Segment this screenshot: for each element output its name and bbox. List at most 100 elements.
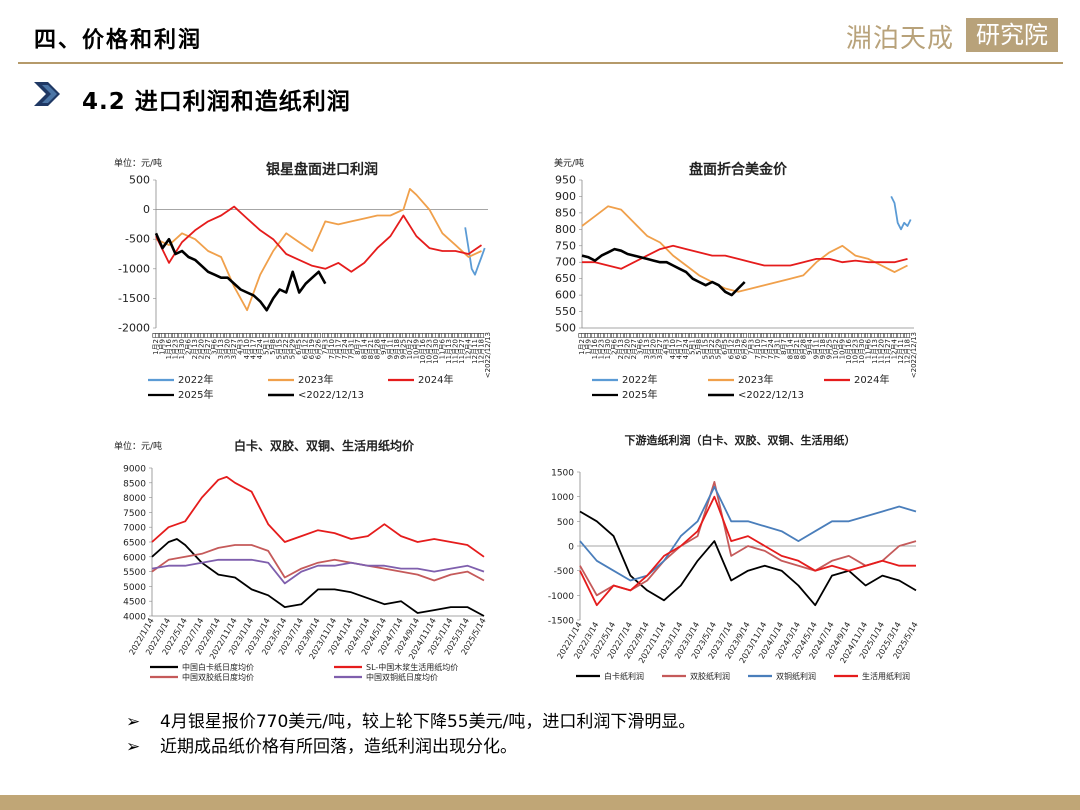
y-tick-label: 750 bbox=[555, 239, 576, 252]
series-line bbox=[464, 227, 486, 276]
x-tick-label: 7月3日 bbox=[321, 332, 329, 355]
x-tick-label: 3月13日 bbox=[217, 332, 225, 359]
x-tick-label: 3月27日 bbox=[656, 332, 664, 359]
x-tick-label: 4月10日 bbox=[243, 332, 251, 359]
x-tick-label: 3月27日 bbox=[230, 332, 238, 359]
legend-label: 中国双铜纸日度均价 bbox=[366, 672, 438, 682]
series-line bbox=[579, 485, 917, 582]
x-tick-label: 6月12日 bbox=[728, 332, 736, 359]
x-tick-label: 8月14日 bbox=[786, 332, 794, 359]
header-divider bbox=[18, 62, 1063, 64]
legend-label: <2022/12/13 bbox=[298, 390, 364, 401]
series-line bbox=[151, 558, 485, 585]
x-tick-label: 1月2日 bbox=[578, 332, 586, 355]
x-tick-label: 1月23日 bbox=[598, 332, 606, 359]
series-line bbox=[154, 232, 327, 312]
x-tick-label: 9月4日 bbox=[806, 332, 814, 355]
chevron-right-icon bbox=[34, 82, 60, 106]
legend-label: 2022年 bbox=[622, 373, 657, 386]
x-tick-label: 1月2日 bbox=[152, 332, 160, 355]
x-tick-label: 7月10日 bbox=[754, 332, 762, 359]
legend-label: 白卡纸利润 bbox=[604, 671, 644, 681]
x-tick-label: 3月20日 bbox=[650, 332, 658, 359]
y-tick-label: 6000 bbox=[123, 553, 146, 563]
y-tick-label: 700 bbox=[555, 256, 576, 269]
y-tick-label: 0 bbox=[143, 203, 150, 216]
series-line bbox=[582, 244, 908, 270]
legend-label: 双铜纸利润 bbox=[776, 671, 816, 681]
x-tick-label: 10月16日 bbox=[845, 332, 853, 364]
x-tick-label: 5月29日 bbox=[715, 332, 723, 359]
bullet-item: ➢ 近期成品纸价格有所回落，造纸利润出现分化。 bbox=[126, 735, 695, 760]
x-tick-label: 3月13日 bbox=[643, 332, 651, 359]
y-tick-label: 6500 bbox=[123, 539, 146, 549]
x-tick-label: 5月22日 bbox=[708, 332, 716, 359]
x-tick-label: 5月15日 bbox=[276, 332, 284, 359]
subsection-title: 4.2 进口利润和造纸利润 bbox=[82, 89, 351, 115]
x-tick-label: <2022/12/13 bbox=[910, 332, 918, 378]
y-tick-label: -1500 bbox=[118, 292, 150, 305]
x-tick-label: 6月26日 bbox=[315, 332, 323, 359]
x-tick-label: 11月20日 bbox=[451, 332, 459, 364]
x-tick-label: 11月6日 bbox=[438, 332, 446, 359]
x-tick-label: 7月24日 bbox=[767, 332, 775, 359]
series-line bbox=[581, 247, 746, 297]
y-tick-label: -1000 bbox=[548, 592, 574, 602]
section-title: 四、价格和利润 bbox=[34, 28, 203, 53]
x-tick-label: 3月6日 bbox=[637, 332, 645, 355]
y-tick-label: -2000 bbox=[118, 322, 150, 335]
brand-logo: 淵泊天成 研究院 bbox=[846, 16, 1058, 56]
x-tick-label: 8月7日 bbox=[780, 332, 788, 355]
x-tick-label: 10月9日 bbox=[838, 332, 846, 359]
x-tick-label: 4月17日 bbox=[250, 332, 258, 359]
x-tick-label: 5月1日 bbox=[689, 332, 697, 355]
y-tick-label: -1000 bbox=[118, 262, 150, 275]
y-tick-label: 650 bbox=[555, 272, 576, 285]
x-tick-label: 12月18日 bbox=[477, 332, 485, 364]
chart-import-profit: 银星盘面进口利润 单位：元/吨 500 0 -500 -1000 -1500 -2000 1月2… bbox=[108, 148, 508, 408]
x-tick-label: 11月6日 bbox=[864, 332, 872, 359]
x-tick-label: 6月26日 bbox=[741, 332, 749, 359]
x-tick-label: 7月24日 bbox=[341, 332, 349, 359]
legend-label: 2024年 bbox=[418, 373, 453, 386]
x-tick-label: 5月8日 bbox=[695, 332, 703, 355]
x-tick-label: 9月25日 bbox=[399, 332, 407, 359]
x-tick-label: 8月28日 bbox=[799, 332, 807, 359]
y-tick-label: 5000 bbox=[123, 583, 146, 593]
x-tick-label: 10月23日 bbox=[425, 332, 433, 364]
y-tick-label: 8000 bbox=[123, 494, 146, 504]
y-tick-label: 850 bbox=[555, 206, 576, 219]
y-tick-label: 500 bbox=[557, 518, 574, 528]
x-tick-label: 7月17日 bbox=[334, 332, 342, 359]
legend-label: 2025年 bbox=[178, 388, 213, 401]
x-tick-label: 11月13日 bbox=[871, 332, 879, 364]
x-tick-label: 10月2日 bbox=[406, 332, 414, 359]
x-tick-label: <2022/12/13 bbox=[484, 332, 492, 378]
legend-label: 2024年 bbox=[854, 373, 889, 386]
series-line bbox=[890, 195, 912, 231]
footer-bar bbox=[0, 795, 1080, 810]
y-tick-label: 1000 bbox=[551, 493, 574, 503]
y-tick-label: 600 bbox=[555, 289, 576, 302]
series-line bbox=[151, 476, 485, 558]
x-tick-label: 7月17日 bbox=[760, 332, 768, 359]
x-tick-label: 10月16日 bbox=[419, 332, 427, 364]
bullet-arrow-icon: ➢ bbox=[126, 737, 141, 757]
x-tick-label: 7月10日 bbox=[328, 332, 336, 359]
y-tick-label: 5500 bbox=[123, 568, 146, 578]
x-tick-label: 12月4日 bbox=[464, 332, 472, 359]
x-tick-label: 11月27日 bbox=[458, 332, 466, 364]
y-tick-label: -1500 bbox=[548, 617, 574, 627]
x-tick-label: 10月30日 bbox=[858, 332, 866, 364]
x-tick-label: 8月14日 bbox=[360, 332, 368, 359]
legend-label: 中国双胶纸日度均价 bbox=[182, 672, 254, 682]
y-tick-label: 800 bbox=[555, 223, 576, 236]
x-tick-label: 1月23日 bbox=[172, 332, 180, 359]
x-tick-label: 1月9日 bbox=[159, 332, 167, 355]
x-tick-label: 5月1日 bbox=[263, 332, 271, 355]
x-tick-label: 6月12日 bbox=[302, 332, 310, 359]
bullet-text: 4月银星报价770美元/吨，较上轮下降55美元/吨，进口利润下滑明显。 bbox=[160, 712, 696, 732]
x-tick-label: 1月30日 bbox=[178, 332, 186, 359]
x-tick-label: 10月9日 bbox=[412, 332, 420, 359]
y-tick-label: 4000 bbox=[123, 613, 146, 623]
